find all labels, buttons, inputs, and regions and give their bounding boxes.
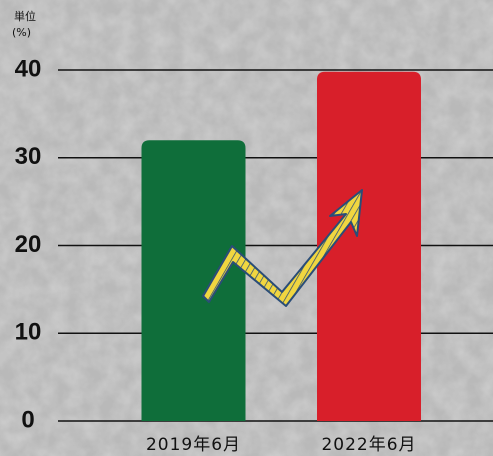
- x-tick-label: 2022年6月: [321, 435, 416, 455]
- unit-label: 単位: [14, 9, 36, 23]
- bar: [142, 140, 246, 421]
- x-tick-label: 2019年6月: [146, 435, 241, 455]
- y-tick-label: 40: [15, 55, 42, 82]
- unit-label: (%): [12, 26, 31, 39]
- y-tick-label: 20: [15, 231, 42, 258]
- y-tick-label: 30: [15, 143, 42, 170]
- chart: 単位 (%) 0 10 20 30 40 2019年6月 2022年6月: [0, 0, 493, 456]
- y-tick-label: 10: [15, 319, 42, 346]
- y-tick-label: 0: [21, 406, 34, 433]
